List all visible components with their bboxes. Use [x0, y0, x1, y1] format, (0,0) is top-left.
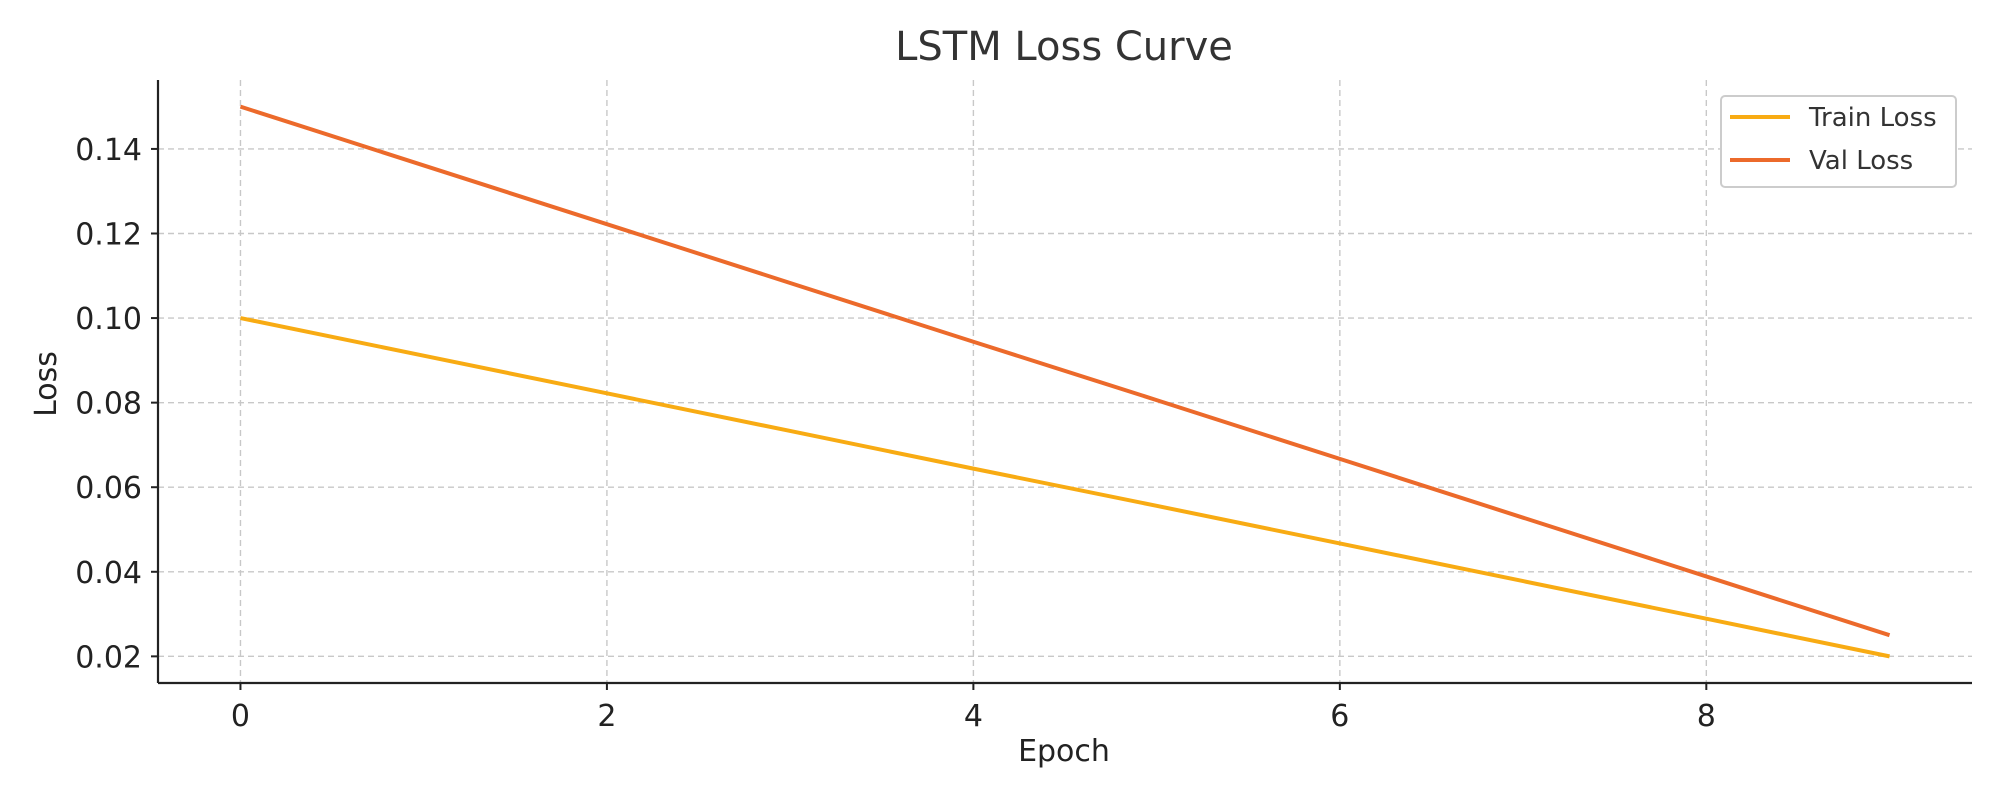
y-tick-label: 0.06 — [75, 471, 142, 506]
y-tick-label: 0.08 — [75, 387, 142, 422]
x-tick-label: 4 — [964, 699, 983, 734]
x-axis-label: Epoch — [1018, 734, 1110, 769]
legend-label-val-loss: Val Loss — [1809, 146, 1913, 176]
ticks: 0 2 4 6 8 0.02 0.04 0.06 0.08 0.10 0.12 0.14 — [75, 133, 1716, 734]
y-axis-label: Loss — [29, 351, 64, 417]
chart-title: LSTM Loss Curve — [895, 24, 1233, 70]
axes — [156, 80, 1972, 685]
series — [239, 104, 1891, 659]
x-tick-label: 6 — [1330, 699, 1349, 734]
y-tick-label: 0.04 — [75, 556, 142, 591]
x-tick-label: 8 — [1697, 699, 1716, 734]
legend-label-train-loss: Train Loss — [1808, 103, 1937, 133]
x-tick-label: 2 — [597, 699, 616, 734]
y-tick-label: 0.12 — [75, 217, 142, 252]
y-tick-label: 0.02 — [75, 640, 142, 675]
series-line-train-loss — [240, 316, 1890, 659]
legend: Train Loss Val Loss — [1720, 95, 1957, 188]
grid — [158, 80, 1972, 683]
y-tick-label: 0.10 — [75, 302, 142, 337]
x-tick-label: 0 — [231, 699, 250, 734]
y-tick-label: 0.14 — [75, 133, 142, 168]
series-line-val-loss — [239, 104, 1891, 638]
